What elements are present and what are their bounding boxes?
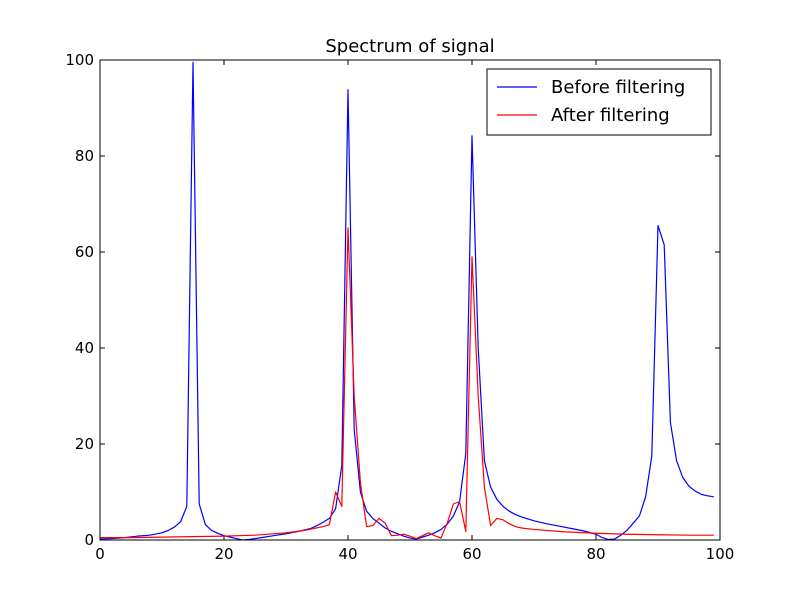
- x-tick-label: 40: [338, 545, 357, 563]
- series-layer: [100, 61, 714, 540]
- axes-layer: 0 20 40 60 80 100 0 20 40 60 80 100: [65, 51, 734, 563]
- y-tick-label: 100: [65, 51, 94, 69]
- x-tick-label: 100: [706, 545, 735, 563]
- y-tick-label: 20: [75, 435, 94, 453]
- y-tick-label: 80: [75, 147, 94, 165]
- legend: Before filtering After filtering: [486, 68, 712, 136]
- x-tick-label: 80: [586, 545, 605, 563]
- plot-frame: [99, 59, 721, 541]
- y-tick-label: 0: [84, 531, 94, 549]
- series-line-after-filtering: [100, 227, 714, 540]
- y-tick-label: 60: [75, 243, 94, 261]
- series-line-before-filtering: [100, 61, 714, 540]
- x-tick-label: 0: [95, 545, 105, 563]
- legend-label: After filtering: [551, 105, 670, 126]
- legend-label: Before filtering: [551, 77, 685, 98]
- x-tick-label: 60: [462, 545, 481, 563]
- legend-box: [486, 68, 712, 136]
- chart-title: Spectrum of signal: [325, 36, 494, 57]
- x-tick-label: 20: [214, 545, 233, 563]
- y-tick-label: 40: [75, 339, 94, 357]
